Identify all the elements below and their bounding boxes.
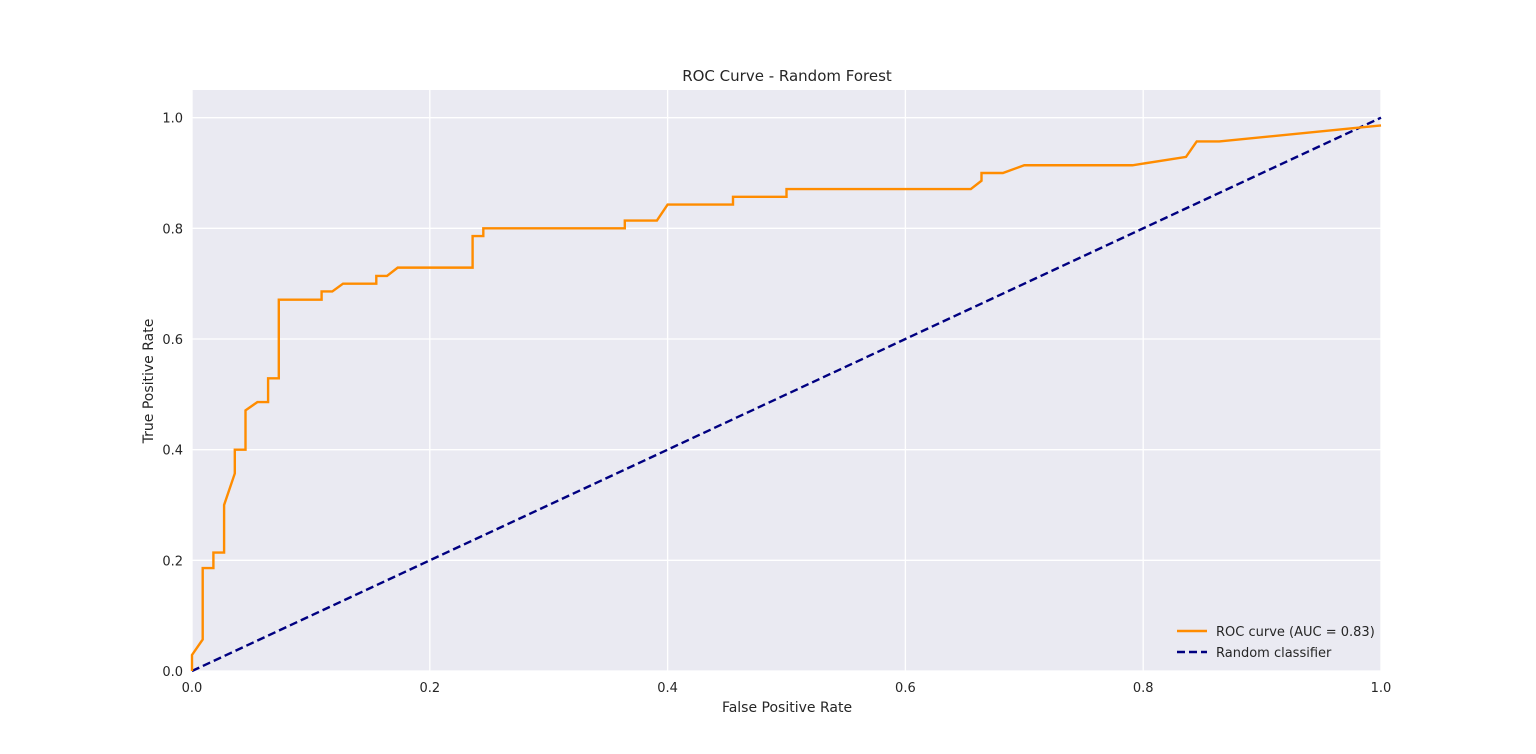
x-tick-label: 0.2 (419, 681, 440, 696)
y-axis-label: True Positive Rate (141, 319, 157, 445)
roc-curve-line (190, 124, 1382, 671)
y-tick-label: 0.8 (162, 222, 183, 237)
y-tick-label: 0.0 (162, 665, 183, 680)
random-classifier-line (191, 116, 1382, 673)
legend: ROC curve (AUC = 0.83) Random classifier (1177, 625, 1375, 661)
y-axis-ticks: 0.0 0.2 0.4 0.6 0.8 1.0 (162, 112, 183, 680)
x-tick-label: 1.0 (1371, 681, 1392, 696)
y-tick-label: 0.6 (162, 333, 183, 348)
y-tick-label: 0.2 (162, 554, 183, 569)
legend-label: Random classifier (1216, 646, 1332, 661)
chart-title: ROC Curve - Random Forest (682, 67, 892, 85)
grid-lines (191, 90, 1382, 672)
x-tick-label: 0.4 (657, 681, 678, 696)
plot-area (192, 90, 1381, 671)
y-tick-label: 0.4 (162, 444, 183, 459)
legend-label: ROC curve (AUC = 0.83) (1216, 625, 1375, 640)
x-axis-ticks: 0.0 0.2 0.4 0.6 0.8 1.0 (182, 681, 1392, 696)
x-tick-label: 0.6 (895, 681, 916, 696)
series-layer (190, 116, 1382, 673)
x-tick-label: 0.0 (182, 681, 203, 696)
y-tick-label: 1.0 (162, 112, 183, 127)
x-tick-label: 0.8 (1133, 681, 1154, 696)
x-axis-label: False Positive Rate (722, 700, 852, 716)
